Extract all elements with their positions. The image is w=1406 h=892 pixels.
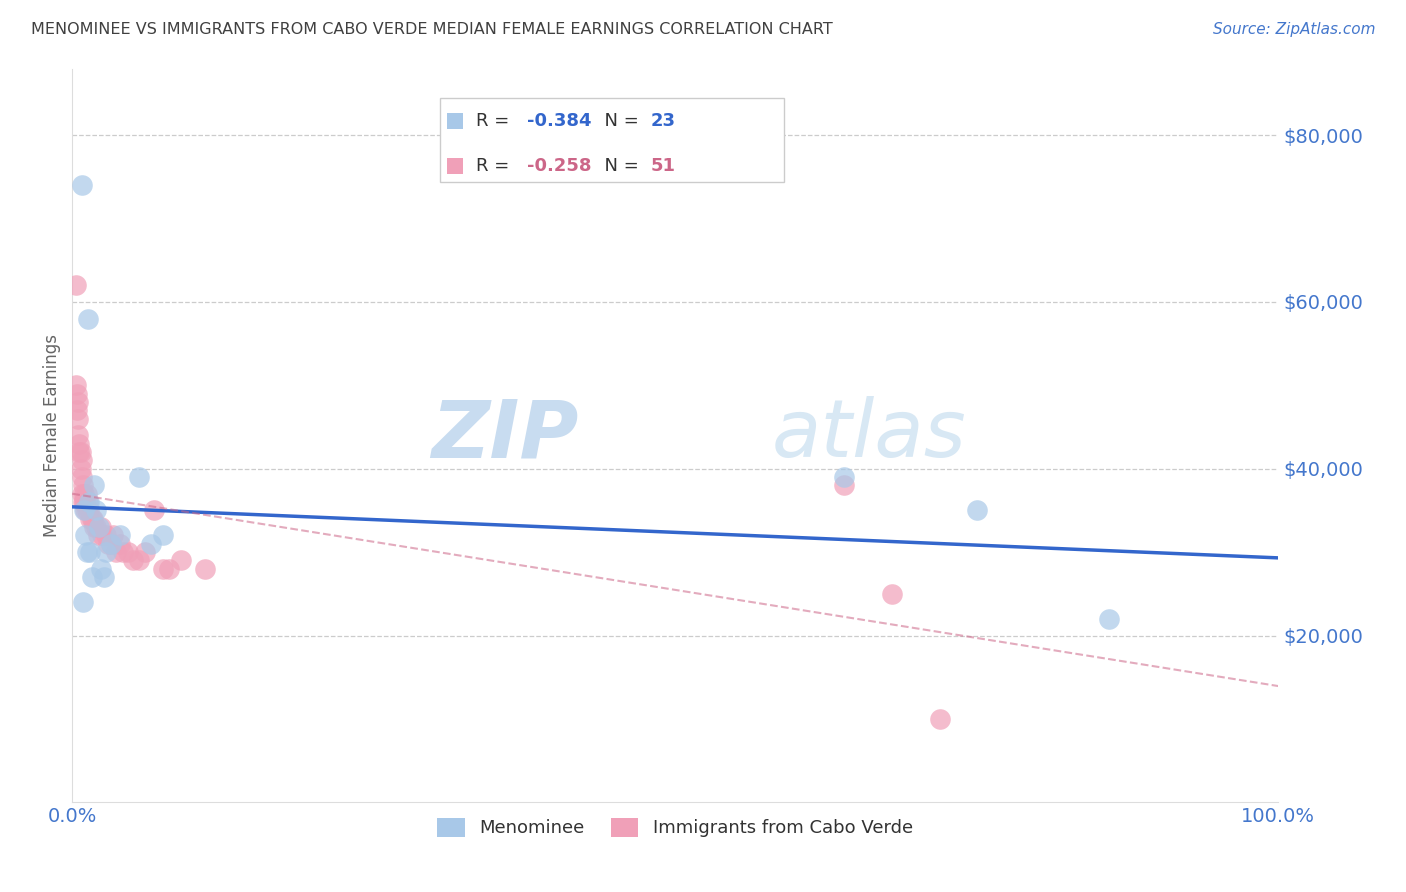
Legend: Menominee, Immigrants from Cabo Verde: Menominee, Immigrants from Cabo Verde: [430, 811, 920, 845]
Point: [67, 395, 90, 409]
Point: [882, 587, 904, 601]
Text: R =: R =: [477, 157, 515, 175]
Point: [72, 478, 94, 492]
Point: [77, 495, 100, 509]
Text: -0.258: -0.258: [527, 157, 592, 175]
Point: [90, 562, 112, 576]
Text: -0.384: -0.384: [527, 112, 592, 130]
Point: [77, 311, 100, 326]
Point: [128, 553, 150, 567]
Point: [75, 495, 97, 509]
Point: [157, 562, 180, 576]
Point: [832, 478, 855, 492]
Point: [100, 537, 122, 551]
Point: [73, 495, 96, 509]
Point: [94, 545, 117, 559]
Text: N =: N =: [593, 157, 645, 175]
Point: [194, 562, 217, 576]
Point: [83, 520, 105, 534]
Point: [134, 545, 156, 559]
Point: [65, 378, 87, 392]
FancyBboxPatch shape: [440, 98, 783, 182]
Point: [110, 528, 132, 542]
Point: [70, 470, 93, 484]
Text: ZIP: ZIP: [432, 396, 579, 475]
Point: [66, 403, 89, 417]
Point: [76, 545, 98, 559]
Point: [121, 553, 143, 567]
Point: [82, 512, 104, 526]
Point: [929, 712, 952, 726]
Point: [1098, 612, 1121, 626]
Point: [69, 436, 91, 450]
Point: [69, 445, 91, 459]
Point: [72, 595, 94, 609]
Point: [70, 487, 93, 501]
Text: Source: ZipAtlas.com: Source: ZipAtlas.com: [1212, 22, 1375, 37]
Point: [97, 537, 120, 551]
Point: [170, 553, 193, 567]
Point: [83, 478, 105, 492]
Point: [94, 528, 117, 542]
Point: [79, 512, 101, 526]
Point: [152, 562, 174, 576]
Point: [90, 520, 112, 534]
Point: [67, 428, 90, 442]
Point: [110, 537, 132, 551]
Text: atlas: atlas: [772, 396, 966, 475]
Point: [91, 528, 114, 542]
Point: [76, 487, 98, 501]
Point: [104, 545, 127, 559]
Point: [80, 570, 103, 584]
Text: 51: 51: [651, 157, 676, 175]
Point: [966, 503, 988, 517]
Point: [100, 537, 122, 551]
Point: [139, 537, 162, 551]
Point: [75, 528, 97, 542]
Text: 23: 23: [651, 112, 676, 130]
Point: [73, 487, 96, 501]
Point: [66, 386, 89, 401]
Point: [80, 512, 103, 526]
Point: [76, 503, 98, 517]
Point: [70, 178, 93, 193]
Point: [86, 528, 108, 542]
Point: [69, 462, 91, 476]
Point: [77, 503, 100, 517]
Point: [72, 495, 94, 509]
Point: [128, 470, 150, 484]
Text: R =: R =: [477, 112, 515, 130]
Point: [152, 528, 174, 542]
Y-axis label: Median Female Earnings: Median Female Earnings: [44, 334, 60, 537]
Point: [73, 503, 96, 517]
Point: [103, 528, 125, 542]
Point: [69, 445, 91, 459]
Text: N =: N =: [593, 112, 645, 130]
Point: [93, 570, 115, 584]
Point: [832, 470, 855, 484]
Point: [86, 520, 108, 534]
Point: [86, 503, 108, 517]
Point: [143, 503, 166, 517]
Point: [87, 520, 110, 534]
Point: [111, 545, 134, 559]
Point: [79, 545, 101, 559]
Text: MENOMINEE VS IMMIGRANTS FROM CABO VERDE MEDIAN FEMALE EARNINGS CORRELATION CHART: MENOMINEE VS IMMIGRANTS FROM CABO VERDE …: [31, 22, 832, 37]
Point: [77, 495, 100, 509]
Point: [67, 411, 90, 425]
Point: [70, 453, 93, 467]
Point: [65, 278, 87, 293]
Point: [117, 545, 139, 559]
Point: [75, 503, 97, 517]
